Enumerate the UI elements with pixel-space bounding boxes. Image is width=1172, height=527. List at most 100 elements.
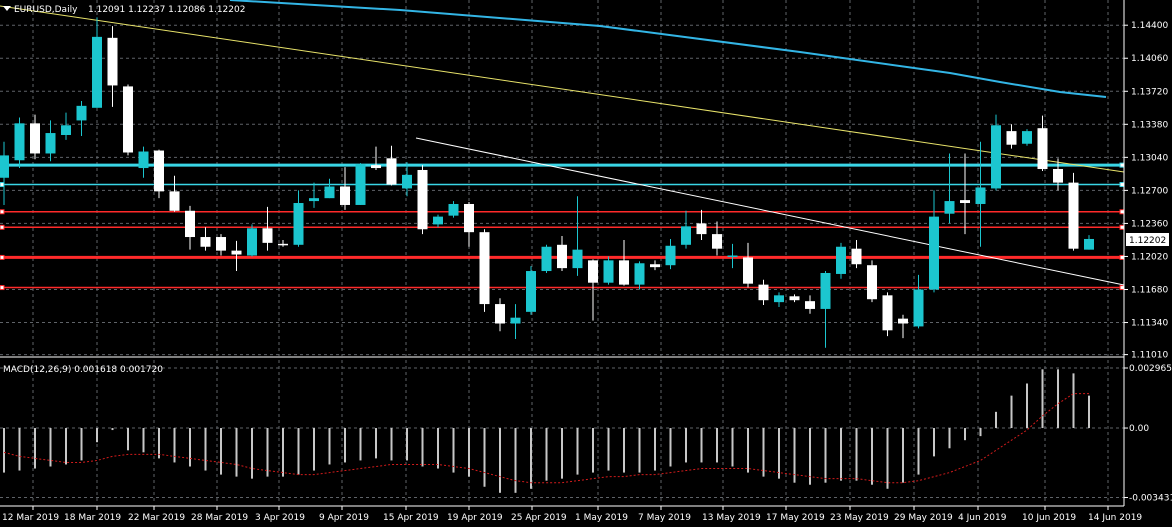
candle-body: [309, 198, 319, 202]
level-handle[interactable]: [1119, 209, 1125, 215]
macd-axis-label: 0.00: [1129, 424, 1149, 434]
current-price-box: [1126, 233, 1169, 246]
dropdown-arrow-icon[interactable]: [3, 6, 11, 11]
candle-body: [510, 317, 521, 324]
level-handle[interactable]: [1119, 224, 1125, 230]
candle-body: [681, 226, 691, 245]
candle-body: [340, 186, 350, 205]
level-handle[interactable]: [1119, 162, 1125, 168]
macd-indicator: [3, 369, 1090, 493]
time-label: 28 Mar 2019: [191, 513, 248, 523]
candle-body: [665, 245, 676, 266]
level-handle[interactable]: [0, 254, 5, 260]
level-handle[interactable]: [0, 182, 5, 188]
candle-body: [572, 249, 583, 269]
time-label: 12 Mar 2019: [2, 513, 59, 523]
candle-body: [479, 232, 490, 305]
candle-body: [495, 304, 505, 324]
candle-body: [541, 246, 552, 272]
candle-body: [76, 105, 87, 121]
time-label: 13 May 2019: [702, 513, 761, 523]
candle-body: [588, 260, 598, 283]
candle-body: [991, 125, 1001, 189]
ma-fast-line: [0, 5, 1125, 173]
candle-body: [154, 150, 164, 192]
time-label: 15 Apr 2019: [383, 513, 439, 523]
macd-axis-label: 0.002965: [1129, 364, 1172, 374]
price-label: 1.14060: [1131, 54, 1168, 64]
time-label: 3 Apr 2019: [255, 513, 305, 523]
candle-body: [448, 203, 459, 216]
level-handle[interactable]: [0, 224, 5, 230]
candle-body: [355, 164, 366, 205]
candle-body: [1006, 131, 1017, 145]
candle-body: [123, 86, 133, 153]
candle-body: [820, 272, 831, 309]
level-handle[interactable]: [1119, 254, 1125, 260]
candle-body: [278, 243, 288, 246]
candle-body: [898, 318, 908, 324]
price-label: 1.13720: [1131, 87, 1168, 97]
candle-body: [696, 223, 707, 235]
time-label: 29 May 2019: [894, 513, 953, 523]
candle-body: [14, 123, 25, 161]
candle-body: [107, 37, 118, 86]
candle-body: [712, 234, 722, 249]
candle-body: [45, 133, 56, 154]
trend-line[interactable]: [415, 137, 1125, 286]
candle-body: [774, 295, 784, 303]
price-label: 1.13380: [1131, 120, 1168, 130]
candle-body: [960, 200, 970, 204]
candle-body: [619, 260, 629, 285]
candle-body: [61, 125, 71, 135]
time-label: 22 Mar 2019: [128, 513, 185, 523]
candle-body: [634, 263, 645, 285]
candle-body: [216, 237, 226, 251]
macd-axis-label: -0.003431: [1129, 494, 1172, 504]
level-handle[interactable]: [1119, 285, 1125, 291]
candlestick-series: [0, 17, 1094, 348]
candle-body: [758, 284, 769, 301]
time-label: 10 Jun 2019: [1022, 513, 1076, 523]
level-handle[interactable]: [0, 285, 5, 291]
price-label: 1.11010: [1131, 351, 1168, 361]
time-label: 19 Apr 2019: [447, 513, 503, 523]
candle-body: [805, 301, 815, 309]
price-label: 1.12020: [1131, 252, 1168, 262]
level-handle[interactable]: [0, 209, 5, 215]
candle-body: [386, 158, 397, 185]
candle-body: [92, 36, 102, 108]
time-label: 18 Mar 2019: [64, 513, 121, 523]
candle-body: [650, 264, 660, 268]
chart-header-symbol: EURUSD,Daily: [14, 5, 78, 15]
candle-body: [727, 255, 738, 257]
candle-body: [789, 296, 800, 301]
candle-body: [247, 228, 257, 256]
level-handle[interactable]: [1119, 182, 1125, 188]
candle-body: [433, 216, 443, 225]
current-price-label: 1.12202: [1129, 236, 1166, 246]
candle-body: [944, 201, 955, 214]
candle-body: [200, 237, 211, 247]
horizontal-levels[interactable]: [0, 162, 1125, 291]
candle-body: [169, 191, 180, 211]
candle-body: [185, 210, 195, 238]
candle-body: [0, 155, 9, 178]
ma-slow-line: [229, 0, 1107, 98]
candle-body: [402, 174, 412, 189]
macd-signal-line: [3, 393, 1089, 484]
time-label: 4 Jun 2019: [958, 513, 1007, 523]
candle-body: [293, 203, 304, 245]
candle-body: [929, 216, 939, 290]
chart-header-ohlc: 1.12091 1.12237 1.12086 1.12202: [88, 5, 245, 15]
candle-body: [1084, 238, 1094, 250]
time-label: 25 Apr 2019: [511, 513, 567, 523]
time-label: 7 May 2019: [638, 513, 691, 523]
candle-body: [882, 295, 893, 331]
candle-body: [836, 246, 846, 274]
candle-body: [867, 265, 877, 300]
time-label: 14 Jun 2019: [1088, 513, 1142, 523]
